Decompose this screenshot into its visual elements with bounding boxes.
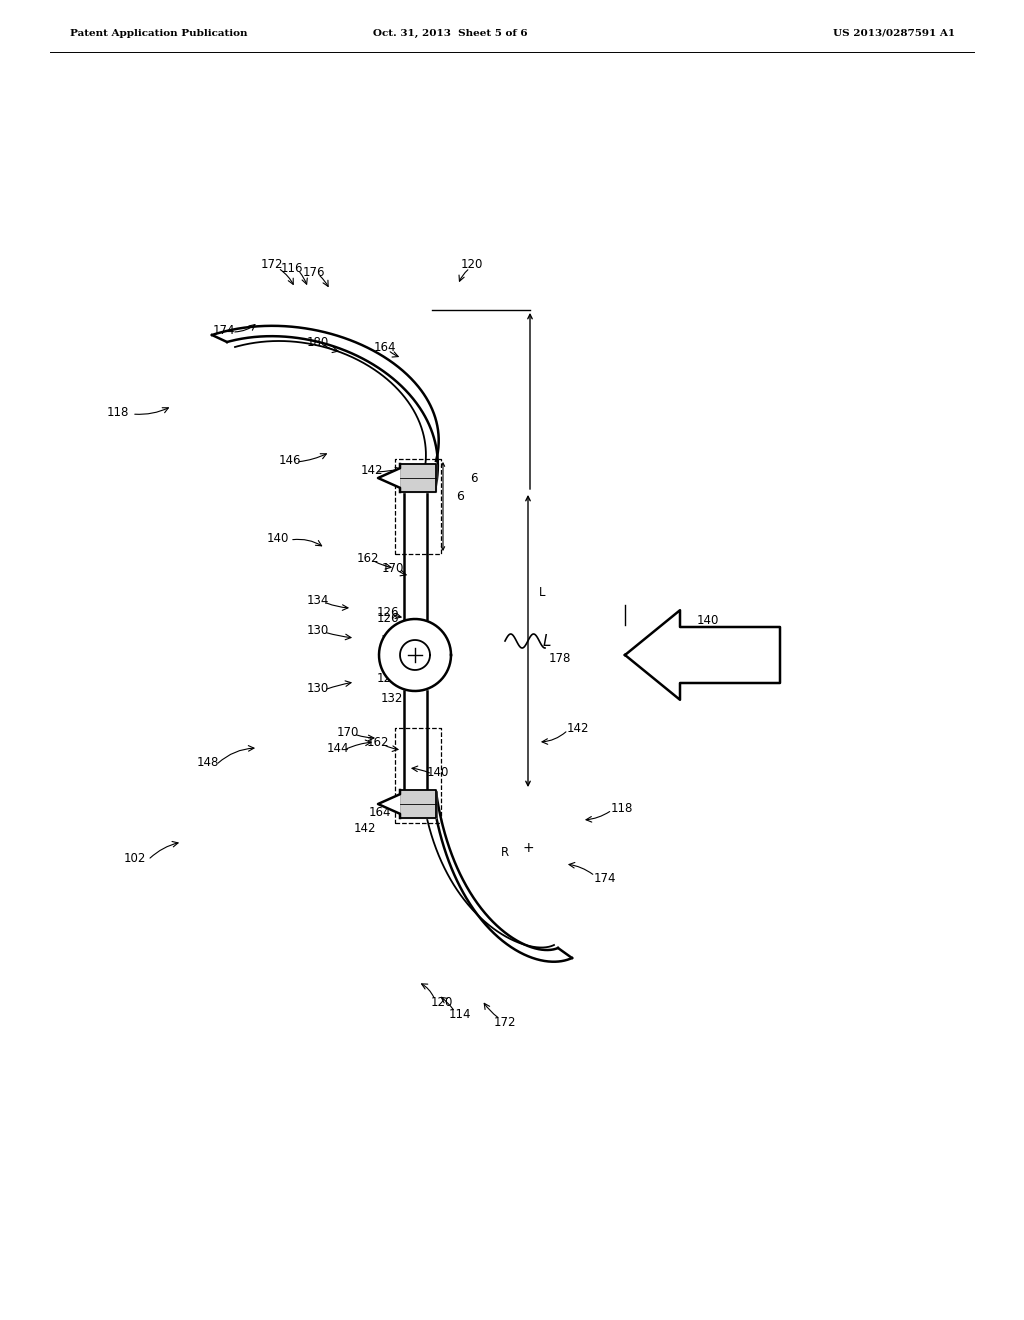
Text: 172: 172: [261, 259, 284, 272]
Text: 180: 180: [307, 335, 329, 348]
Text: 164: 164: [369, 805, 391, 818]
Text: 164: 164: [374, 342, 396, 355]
Text: Patent Application Publication: Patent Application Publication: [70, 29, 248, 37]
Text: 142: 142: [353, 821, 376, 834]
Text: L: L: [539, 586, 545, 598]
Text: 130: 130: [307, 681, 329, 694]
Text: Oct. 31, 2013  Sheet 5 of 6: Oct. 31, 2013 Sheet 5 of 6: [373, 29, 527, 37]
Text: 132: 132: [381, 692, 403, 705]
Polygon shape: [400, 789, 436, 818]
Text: 120: 120: [461, 259, 483, 272]
Text: 130: 130: [307, 623, 329, 636]
Text: 134: 134: [307, 594, 329, 606]
Text: 162: 162: [356, 552, 379, 565]
Text: 174: 174: [594, 871, 616, 884]
Text: 126: 126: [377, 672, 399, 685]
Text: 172: 172: [494, 1015, 516, 1028]
Polygon shape: [378, 789, 400, 818]
Text: 6: 6: [470, 471, 478, 484]
Text: 118: 118: [610, 801, 633, 814]
Text: R: R: [501, 846, 509, 858]
Text: 118: 118: [106, 405, 129, 418]
Text: 142: 142: [566, 722, 589, 734]
Text: 116: 116: [281, 261, 303, 275]
Text: L: L: [543, 634, 552, 648]
Text: US 2013/0287591 A1: US 2013/0287591 A1: [833, 29, 955, 37]
Text: 178: 178: [549, 652, 571, 664]
Text: +: +: [522, 841, 534, 855]
Polygon shape: [378, 465, 400, 492]
Text: 142: 142: [360, 463, 383, 477]
Text: 170: 170: [382, 561, 404, 574]
Text: FIG. 5: FIG. 5: [730, 627, 780, 643]
Polygon shape: [436, 792, 572, 962]
Text: 162: 162: [367, 735, 389, 748]
Text: 6: 6: [456, 490, 464, 503]
Text: 176: 176: [303, 265, 326, 279]
Text: 174: 174: [213, 323, 236, 337]
Text: 140: 140: [267, 532, 289, 544]
Text: 140: 140: [427, 766, 450, 779]
Text: 146: 146: [279, 454, 301, 466]
Text: 102: 102: [124, 851, 146, 865]
Polygon shape: [379, 619, 451, 690]
Text: 114: 114: [449, 1008, 471, 1022]
Text: 144: 144: [327, 742, 349, 755]
Text: 120: 120: [431, 995, 454, 1008]
Text: 148: 148: [197, 755, 219, 768]
Text: 132: 132: [381, 634, 403, 647]
Text: 140: 140: [696, 614, 719, 627]
Text: 170: 170: [337, 726, 359, 738]
Text: 126: 126: [377, 606, 399, 619]
Polygon shape: [212, 326, 438, 484]
Polygon shape: [400, 465, 436, 492]
Text: 126: 126: [377, 611, 399, 624]
Polygon shape: [625, 610, 780, 700]
